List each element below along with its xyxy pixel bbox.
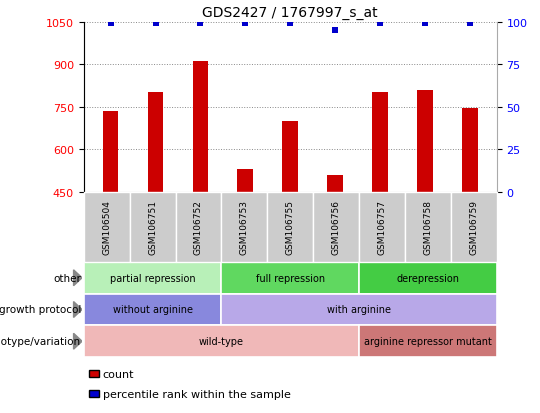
Text: GSM106757: GSM106757	[377, 200, 387, 254]
Text: count: count	[103, 369, 134, 379]
Title: GDS2427 / 1767997_s_at: GDS2427 / 1767997_s_at	[202, 6, 378, 20]
Text: without arginine: without arginine	[112, 305, 193, 315]
Bar	[103, 112, 118, 192]
Text: GSM106752: GSM106752	[194, 200, 203, 254]
Bar	[417, 90, 433, 192]
Text: genotype/variation: genotype/variation	[0, 337, 81, 347]
Polygon shape	[73, 270, 82, 286]
Bar	[147, 93, 164, 192]
Bar	[282, 121, 298, 192]
Text: other: other	[53, 273, 81, 283]
Text: full repression: full repression	[255, 273, 325, 283]
Bar	[238, 169, 253, 192]
Text: GSM106759: GSM106759	[469, 200, 478, 254]
Text: derepression: derepression	[396, 273, 460, 283]
Text: growth protocol: growth protocol	[0, 305, 81, 315]
Bar	[193, 62, 208, 192]
Text: percentile rank within the sample: percentile rank within the sample	[103, 389, 291, 399]
Text: GSM106753: GSM106753	[240, 200, 249, 254]
Text: GSM106751: GSM106751	[148, 200, 157, 254]
Bar	[327, 175, 343, 192]
Bar	[462, 109, 478, 192]
Text: partial repression: partial repression	[110, 273, 195, 283]
Text: GSM106504: GSM106504	[102, 200, 111, 254]
Polygon shape	[73, 334, 82, 349]
Text: GSM106756: GSM106756	[332, 200, 341, 254]
Text: wild-type: wild-type	[199, 337, 244, 347]
Bar	[372, 93, 388, 192]
Text: with arginine: with arginine	[327, 305, 391, 315]
Text: GSM106758: GSM106758	[423, 200, 433, 254]
Polygon shape	[73, 302, 82, 318]
Text: arginine repressor mutant: arginine repressor mutant	[364, 337, 492, 347]
Text: GSM106755: GSM106755	[286, 200, 295, 254]
